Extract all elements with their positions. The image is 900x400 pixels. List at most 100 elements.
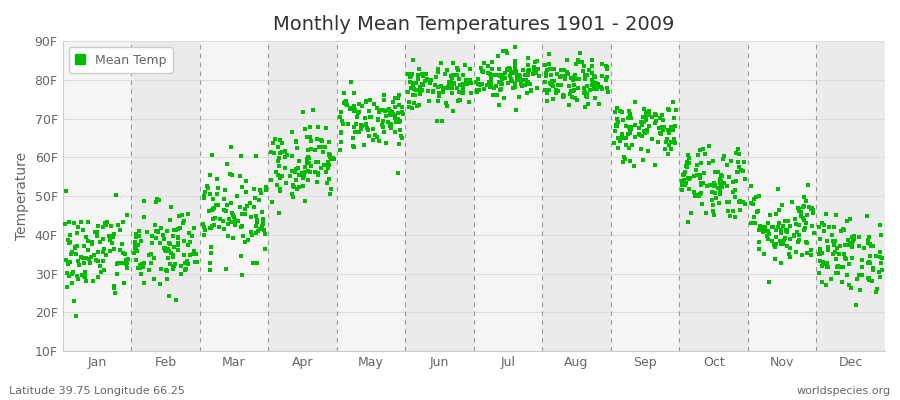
Point [796,204,810,210]
Point [868,253,883,259]
Point [372,138,386,144]
Point [91,223,105,229]
Point [813,258,827,264]
Point [238,178,253,184]
Point [70,223,85,230]
Point [327,155,341,161]
Point [755,228,770,234]
Point [586,78,600,85]
Point [692,174,706,181]
Point [850,276,864,282]
Point [812,270,826,276]
Point [62,273,77,280]
Point [346,108,361,114]
Point [562,102,576,109]
Point [257,246,272,252]
Point [707,211,722,218]
Point [845,234,859,240]
Point [471,81,485,87]
Point [692,193,706,200]
Point [217,196,231,202]
Point [762,212,777,218]
Point [71,258,86,264]
Point [655,127,670,133]
Point [870,286,885,292]
Point [107,231,122,237]
Point [303,138,318,144]
Point [84,254,98,260]
Point [705,196,719,203]
Point [97,220,112,227]
Point [100,219,114,225]
Point [637,119,652,125]
Bar [473,41,543,351]
Point [211,185,225,191]
Point [615,131,629,138]
Point [271,158,285,164]
Point [749,194,763,200]
Point [414,88,428,94]
Point [322,150,337,157]
Point [667,115,681,121]
Point [482,79,496,85]
Point [669,107,683,113]
Point [254,190,268,196]
Point [588,94,602,101]
Point [291,165,305,172]
Point [827,224,842,230]
Point [717,153,732,159]
Point [783,236,797,242]
Point [825,232,840,238]
Point [489,83,503,90]
Point [716,156,731,162]
Point [723,212,737,219]
Point [382,105,397,112]
Point [186,225,201,232]
Point [683,175,698,181]
Point [567,82,581,88]
Point [475,80,490,87]
Point [86,278,100,284]
Point [765,238,779,244]
Point [274,173,289,179]
Point [110,261,124,267]
Point [355,122,369,128]
Point [747,214,761,220]
Point [505,78,519,84]
Point [831,270,845,276]
Point [86,252,101,258]
Point [402,99,417,105]
Point [729,169,743,176]
Point [762,279,777,285]
Point [296,173,310,180]
Point [580,91,594,97]
Point [679,180,693,186]
Point [719,183,733,189]
Point [572,57,586,63]
Point [220,161,234,167]
Point [780,218,795,224]
Point [745,201,760,207]
Point [413,91,428,97]
Point [132,262,147,268]
Point [792,232,806,238]
Point [333,114,347,120]
Point [295,108,310,115]
Point [842,261,856,267]
Point [837,251,851,257]
Point [196,192,211,199]
Point [116,219,130,225]
Point [388,104,402,110]
Point [82,256,96,262]
Point [321,159,336,165]
Point [866,267,880,273]
Point [317,162,331,168]
Point [220,202,235,208]
Point [554,72,569,79]
Point [384,125,399,132]
Point [544,80,558,87]
Bar [405,41,473,351]
Point [382,112,397,118]
Point [285,183,300,189]
Point [499,48,513,54]
